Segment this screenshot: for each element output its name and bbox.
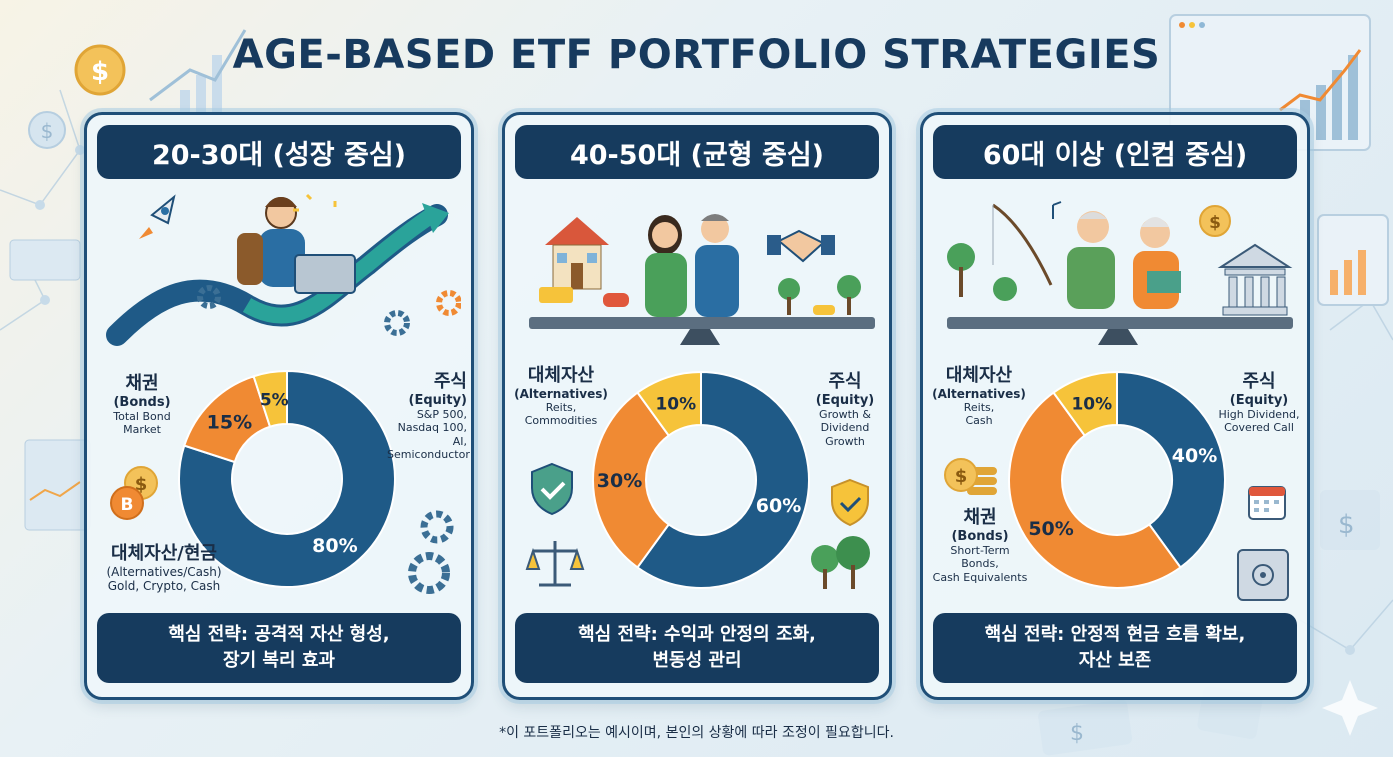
slice-equity: [1116, 370, 1226, 569]
svg-text:B: B: [121, 495, 134, 515]
legend-label-equity: 주식 (Equity) Growth & Dividend Growth: [815, 371, 875, 448]
strategy-line-1: 핵심 전략: 수익과 안정의 조화,: [578, 624, 816, 645]
shield-icon: [831, 478, 869, 527]
trees-icon: [811, 536, 870, 589]
rocket-icon: [139, 194, 176, 239]
strategy-line-2: 장기 복리 효과: [223, 650, 335, 671]
slice-equity: [178, 369, 396, 588]
coin-stack-icon: $: [944, 458, 997, 495]
card-40-50s: 40-50대 (균형 중심) 60% 30% 10% 대체: [502, 112, 892, 700]
pie-chart: 40% 50% 10%: [1008, 370, 1226, 589]
legend-label-bonds: 채권 (Bonds) Total Bond Market: [113, 373, 171, 437]
svg-text:$: $: [1338, 510, 1355, 540]
slice-alternatives: [252, 369, 288, 428]
slice-alternatives: [1052, 370, 1118, 437]
card-20-30s: 20-30대 (성장 중심) 80% 15% 5% 채권 (Bonds) Total…: [84, 112, 474, 700]
svg-text:$: $: [41, 119, 54, 143]
gear-icon: [408, 510, 454, 594]
legend-label-alternatives: 대체자산 (Alternatives) Reits, Cash: [932, 365, 1026, 428]
slice-bonds: [592, 391, 671, 569]
house-icon: [545, 217, 609, 290]
card-header: 20-30대 (성장 중심): [97, 125, 461, 179]
pie-chart: 80% 15% 5%: [178, 369, 396, 588]
data-label: 60%: [756, 495, 801, 517]
safe-icon: [1237, 549, 1289, 601]
data-label: 30%: [597, 470, 642, 492]
shield-check-icon: [531, 462, 573, 516]
svg-text:$: $: [1070, 721, 1084, 746]
bank-icon: [1217, 243, 1293, 316]
page-title: AGE-BASED ETF PORTFOLIO STRATEGIES: [232, 32, 1161, 78]
gear-icon: [436, 290, 461, 316]
card-header: 40-50대 (균형 중심): [515, 125, 879, 179]
strategy-box: 핵심 전략: 수익과 안정의 조화, 변동성 관리: [515, 613, 879, 683]
svg-text:$: $: [91, 57, 109, 87]
footnote: *이 포트폴리오는 예시이며, 본인의 상황에 따라 조정이 필요합니다.: [499, 725, 894, 741]
legend-label-bonds: 채권 (Bonds) Short-Term Bonds, Cash Equiva…: [932, 507, 1028, 584]
svg-text:$: $: [135, 474, 148, 495]
dollar-coin-icon: $: [1199, 205, 1231, 237]
handshake-icon: [767, 229, 835, 263]
strategy-box: 핵심 전략: 공격적 자산 형성, 장기 복리 효과: [97, 613, 461, 683]
data-label: 40%: [1172, 445, 1217, 467]
strategy-line-1: 핵심 전략: 공격적 자산 형성,: [168, 624, 390, 645]
data-label: 15%: [207, 411, 252, 433]
slice-alternatives: [636, 370, 702, 437]
svg-text:$: $: [955, 466, 968, 487]
slice-bonds: [1008, 391, 1182, 589]
legend-label-equity: 주식 (Equity) S&P 500, Nasdaq 100, AI, Sem…: [387, 371, 470, 461]
data-label: 50%: [1028, 518, 1073, 540]
strategy-line-2: 자산 보존: [1078, 650, 1152, 671]
slice-equity: [636, 370, 810, 589]
scale-icon: [525, 541, 585, 587]
card-60-plus: 60대 이상 (인컴 중심) $ 40% 50% 1: [920, 112, 1310, 700]
data-label: 10%: [655, 394, 696, 414]
data-label: 80%: [312, 535, 357, 557]
young-investor-illustration: [106, 193, 461, 346]
pie-chart: 60% 30% 10%: [592, 370, 810, 589]
card-header: 60대 이상 (인컴 중심): [933, 125, 1297, 179]
dollar-coin-icon: $: [74, 44, 126, 96]
crypto-coin-icon: $ B: [110, 466, 158, 520]
data-label: 10%: [1071, 394, 1112, 414]
data-label: 5%: [260, 391, 289, 411]
legend-label-alternatives: 대체자산/현금 (Alternatives/Cash) Gold, Crypto…: [106, 543, 222, 593]
retired-couple-illustration: $: [947, 201, 1293, 345]
strategy-line-1: 핵심 전략: 안정적 현금 흐름 확보,: [984, 624, 1246, 645]
calendar-icon: [1248, 486, 1286, 520]
legend-label-equity: 주식 (Equity) High Dividend, Covered Call: [1218, 371, 1300, 435]
strategy-line-2: 변동성 관리: [652, 650, 742, 671]
strategy-box: 핵심 전략: 안정적 현금 흐름 확보, 자산 보존: [933, 613, 1297, 683]
couple-illustration: [529, 214, 875, 345]
svg-text:$: $: [1209, 213, 1221, 233]
legend-label-alternatives: 대체자산 (Alternatives) Reits, Commodities: [514, 365, 608, 428]
